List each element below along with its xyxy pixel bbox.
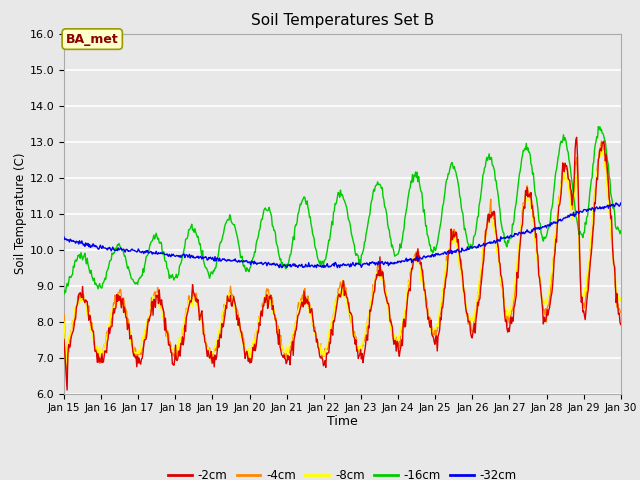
Y-axis label: Soil Temperature (C): Soil Temperature (C) [13,153,27,275]
Text: BA_met: BA_met [66,33,118,46]
Legend: -2cm, -4cm, -8cm, -16cm, -32cm: -2cm, -4cm, -8cm, -16cm, -32cm [163,464,522,480]
X-axis label: Time: Time [327,415,358,428]
Title: Soil Temperatures Set B: Soil Temperatures Set B [251,13,434,28]
